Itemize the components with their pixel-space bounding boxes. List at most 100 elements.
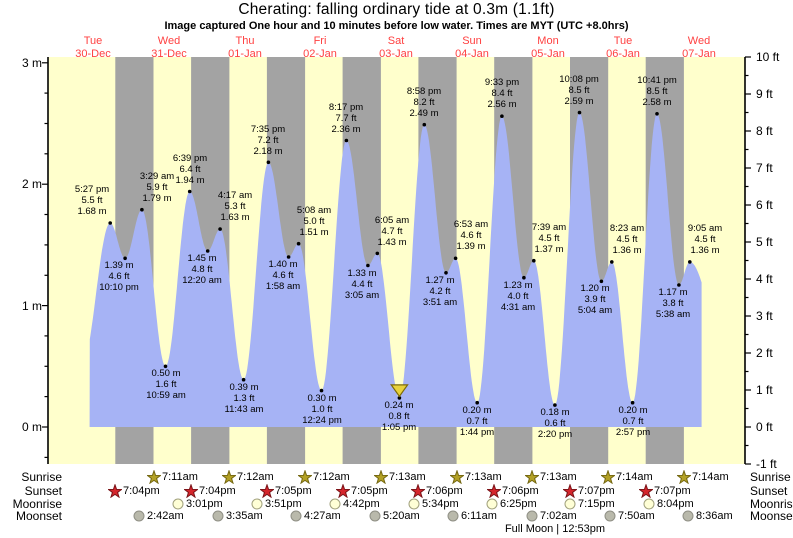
tide-low-label: 0.20 m 0.7 ft 2:57 pm [601, 405, 665, 438]
ft-axis-label-text: 9 ft [756, 87, 773, 101]
point-m: 0.30 m [307, 393, 337, 404]
point-m: 1.39 m [456, 240, 486, 252]
m-axis-label-text: 0 m [21, 420, 42, 434]
tide-point-dot [397, 396, 402, 400]
tide-high-label: 3:29 am 5.9 ft 1.79 m [125, 171, 189, 204]
moonrise-event: 7:15pm [563, 497, 615, 511]
point-time: 12:20 am [182, 274, 222, 286]
day-weekday: Tue [83, 35, 103, 47]
point-m: 1.36 m [690, 244, 720, 256]
point-time: 1:58 am [265, 280, 301, 292]
m-axis-label: 2 m [2, 177, 42, 191]
ft-axis-label-text: 4 ft [756, 272, 773, 286]
sunrise-label-left: Sunrise [21, 470, 62, 484]
ft-axis-label: 2 ft [756, 346, 792, 360]
day-date: 06-Jan [606, 47, 640, 60]
sunset-star-icon [411, 484, 425, 498]
point-ft: 4.0 ft [507, 290, 529, 302]
ft-axis-label: 8 ft [756, 124, 792, 138]
point-m: 1.68 m [77, 205, 107, 217]
astro-event-time: 4:27am [304, 509, 341, 522]
moonset-label-left: Moonset [15, 509, 62, 523]
point-time: 1:44 pm [459, 426, 495, 438]
day-date: 02-Jan [303, 47, 337, 60]
moonset-circle-icon [369, 510, 381, 522]
tide-point-dot [655, 112, 659, 116]
moonrise-circle-icon [251, 498, 263, 510]
point-ft: 4.8 ft [191, 263, 213, 275]
day-label: Wed 07-Jan [662, 35, 736, 60]
tide-high-label: 6:53 am 4.6 ft 1.39 m [439, 219, 503, 252]
tide-point-dot [163, 364, 168, 369]
sunset-event: 7:04pm [184, 484, 236, 498]
moonrise-event: 6:25pm [485, 497, 537, 511]
moonrise-event: 8:04pm [642, 497, 694, 511]
point-time: 7:39 am [531, 222, 567, 233]
astro-event-time: 6:25pm [500, 497, 537, 510]
point-ft: 8.5 ft [568, 84, 590, 96]
sunrise-star-icon [525, 470, 539, 484]
moonset-event: 8:36am [681, 509, 733, 523]
sunrise-star-icon [298, 470, 312, 484]
ft-axis-label: 5 ft [756, 235, 792, 249]
point-time: 3:05 am [344, 289, 380, 301]
tide-point-dot [599, 279, 604, 284]
tide-low-label: 1.39 m 4.6 ft 10:10 pm [87, 260, 151, 293]
ft-axis-label-text: 2 ft [756, 346, 773, 360]
tide-high-label: 8:17 pm 7.7 ft 2.36 m [314, 102, 378, 135]
astro-event-time: 7:14am [692, 470, 729, 483]
sunset-star-icon [108, 484, 122, 498]
tide-point-dot [444, 271, 448, 275]
sunset-event: 7:06pm [487, 484, 539, 498]
point-ft: 4.7 ft [381, 225, 403, 237]
ft-axis-label: 10 ft [756, 50, 792, 64]
tide-low-label: 1.33 m 4.4 ft 3:05 am [330, 268, 394, 301]
day-weekday: Sat [387, 35, 405, 47]
sunrise-star-icon [222, 470, 236, 484]
point-time: 10:59 am [146, 389, 186, 401]
day-date: 07-Jan [682, 47, 716, 60]
m-axis-label-text: 3 m [21, 56, 42, 70]
ft-axis-label-text: 0 ft [756, 420, 773, 434]
tide-point-dot [108, 221, 112, 225]
tide-point-dot [688, 260, 692, 264]
moonset-label-right: Moonset [750, 509, 793, 523]
sunset-label-left: Sunset [24, 484, 62, 498]
day-label: Wed 31-Dec [132, 35, 206, 60]
moonrise-label-right: Moonrise [750, 497, 793, 511]
moonset-event: 3:35am [211, 509, 263, 523]
point-m: 1.79 m [142, 192, 172, 204]
moonset-event: 7:50am [603, 509, 655, 523]
point-time: 10:08 pm [559, 74, 599, 85]
point-time: 6:05 am [374, 215, 410, 226]
point-time: 5:38 am [655, 308, 691, 320]
sunset-star-icon [639, 484, 653, 498]
m-axis-label: 0 m [2, 420, 42, 434]
ft-axis-label-text: 1 ft [756, 383, 773, 397]
ft-axis-label-text: 5 ft [756, 235, 773, 249]
day-label: Thu 01-Jan [208, 35, 282, 60]
point-ft: 8.4 ft [491, 87, 513, 99]
tide-point-dot [453, 256, 458, 261]
point-time: 10:41 pm [637, 75, 677, 86]
astro-event-time: 7:06pm [502, 484, 539, 497]
moonrise-event: 4:42pm [328, 497, 380, 511]
sunset-event: 7:05pm [260, 484, 312, 498]
sunset-label-right: Sunset [750, 484, 788, 498]
day-label: Tue 06-Jan [586, 35, 660, 60]
moonset-event: 2:42am [132, 509, 184, 523]
tide-point-dot [553, 403, 557, 407]
astro-event-time: 7:12am [313, 470, 350, 483]
point-m: 0.18 m [540, 407, 570, 418]
point-m: 1.94 m [175, 174, 205, 186]
sunrise-event: 7:14am [677, 470, 729, 484]
ft-axis-label-text: 8 ft [756, 124, 773, 138]
day-weekday: Thu [235, 35, 255, 47]
point-ft: 3.8 ft [662, 297, 684, 309]
point-time: 3:29 am [139, 171, 175, 182]
tide-low-label: 0.39 m 1.3 ft 11:43 am [212, 382, 276, 415]
moonset-circle-icon [682, 510, 694, 522]
day-date: 03-Jan [379, 47, 413, 60]
sunset-star-icon [487, 484, 501, 498]
tide-point-dot [344, 138, 349, 143]
